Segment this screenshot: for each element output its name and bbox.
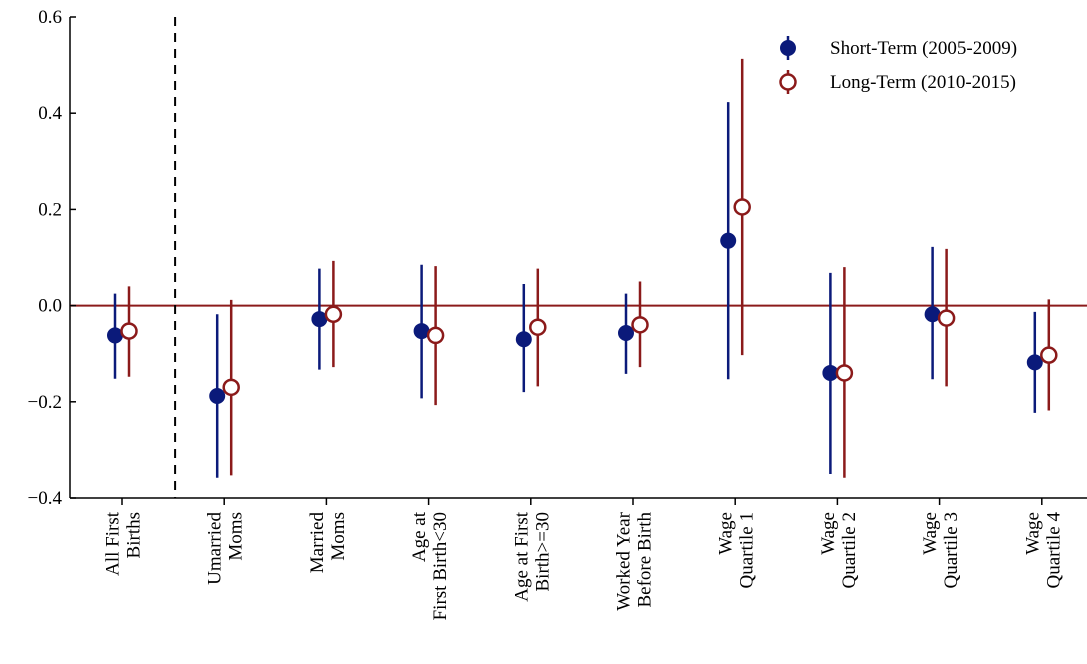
x-category-label: Wage [818,512,839,555]
x-category-label: Worked Year [614,511,635,610]
point-estimate-marker [1026,354,1043,371]
legend-marker [780,40,796,56]
x-category-label: Umarried [205,512,226,585]
point-estimate-marker [1040,346,1058,364]
legend: Short-Term (2005-2009) Long-Term (2010-20… [779,36,1017,94]
axes [69,17,1087,499]
legend-label: Long-Term (2010-2015) [830,72,1016,93]
y-tick-label: −0.2 [28,392,62,413]
point-estimate-marker [222,378,240,397]
legend-marker [779,73,797,91]
y-tick-label: −0.4 [28,488,63,509]
point-estimate-marker [924,306,941,323]
point-estimate-marker [529,318,547,336]
point-estimate-marker [120,322,138,340]
point-estimate-marker [631,316,649,334]
point-estimate-marker [311,311,328,328]
point-estimate-marker [426,326,445,345]
x-category-label: Age at [409,511,430,562]
legend-label: Short-Term (2005-2009) [830,38,1017,59]
x-category-label: Birth>=30 [532,512,553,592]
point-estimate-marker [413,323,430,340]
point-estimate-marker [618,325,634,342]
series-short-term [107,102,1043,478]
x-category-label: Moms [226,512,247,561]
y-tick-label: 0.0 [38,296,62,317]
x-category-label: Married [307,512,328,574]
x-category-label: Quartile 2 [839,512,860,589]
x-category-label: Births [124,512,145,558]
x-category-label: Wage [1022,512,1043,555]
point-estimate-marker [937,309,956,327]
x-category-label: Quartile 3 [941,512,962,589]
y-tick-label: 0.6 [38,7,62,28]
y-tick-label: 0.4 [38,103,62,124]
x-category-label: Wage [920,512,941,555]
data-marks [107,58,1058,478]
x-category-label: Quartile 1 [737,512,758,589]
point-estimate-marker [733,198,751,216]
series-long-term [120,58,1058,478]
point-estimate-marker [324,305,343,324]
x-category-label: Age at First [511,511,532,601]
point-estimate-marker [835,364,854,382]
x-axis-categories: All First Births Umarried Moms Married Moms Ag… [103,498,1064,620]
x-category-label: Moms [328,512,349,561]
x-category-label: All First [103,511,124,576]
point-estimate-marker [515,331,532,348]
y-tick-label: 0.2 [38,199,62,220]
point-estimate-marker [720,232,737,249]
x-category-label: Quartile 4 [1043,512,1064,589]
point-estimate-marker [209,388,226,405]
x-category-label: First Birth<30 [430,512,451,620]
x-category-label: Wage [716,512,737,555]
y-axis-ticks: 0.6 0.4 0.2 0.0 −0.2 −0.4 [28,7,76,509]
point-estimate-marker [107,327,123,344]
x-category-label: Before Birth [635,512,656,608]
